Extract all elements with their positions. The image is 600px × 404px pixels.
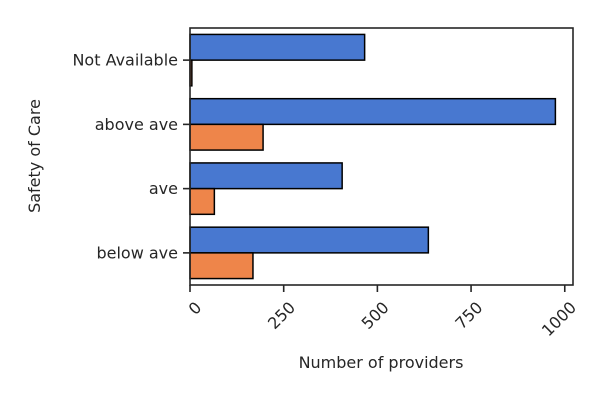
bar-series-2-above-ave	[189, 123, 264, 151]
y-tick-label: below ave	[96, 243, 178, 262]
plot-frame	[189, 27, 574, 286]
y-tick-label: Not Available	[72, 51, 178, 70]
bar-series-2-ave	[189, 187, 216, 216]
y-axis-label: Safety of Care	[25, 99, 44, 213]
bar-series-2-below-ave	[189, 252, 254, 280]
y-tick-label: above ave	[95, 115, 178, 134]
x-axis-ticks: 0 250 500 750 1000	[185, 285, 580, 340]
bar-series-1-above-ave	[189, 97, 557, 126]
x-tick-label: 0	[185, 298, 206, 319]
bar-series-1-not-available	[189, 33, 366, 61]
x-tick-label: 750	[451, 298, 486, 333]
bars	[189, 33, 557, 280]
bar-series-1-below-ave	[189, 226, 430, 254]
x-tick-label: 500	[358, 298, 393, 333]
y-tick-label: ave	[149, 179, 178, 198]
bar-series-1-ave	[189, 162, 343, 190]
x-tick-label: 250	[264, 298, 299, 333]
x-tick-label: 1000	[538, 298, 580, 340]
x-axis-label: Number of providers	[299, 353, 464, 372]
y-axis-ticks: Not Available above ave ave below ave	[72, 51, 190, 262]
